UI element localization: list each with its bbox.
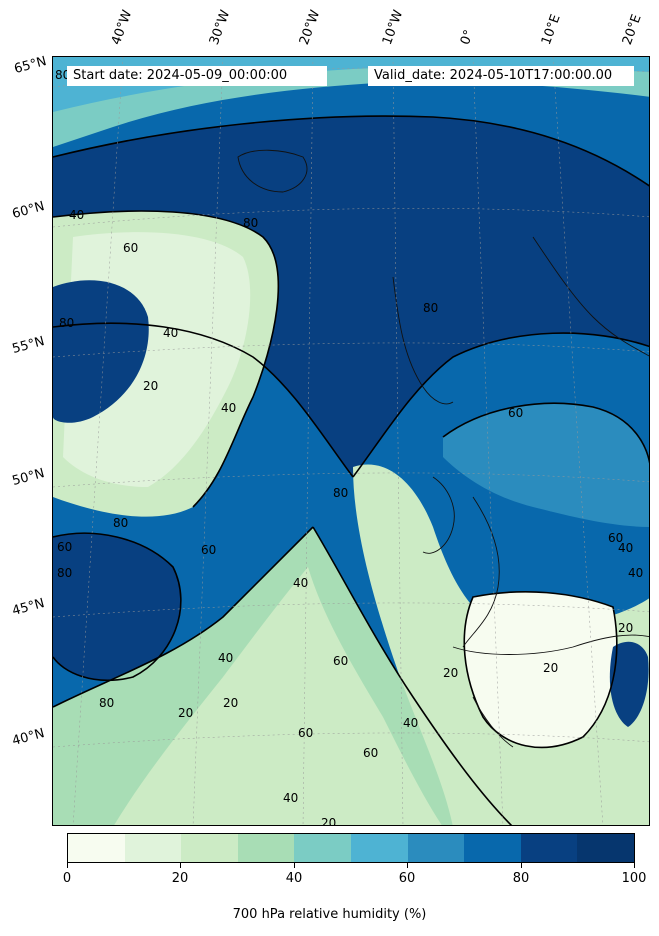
- contour-label-group: 80 40 80 40 60 80 40 20 80 60 80 60 40 2…: [55, 68, 643, 826]
- lat-label-40n: 40°N: [10, 726, 47, 749]
- contour-label: 80: [113, 516, 128, 530]
- contour-label: 20: [223, 696, 238, 710]
- lat-label-60n: 60°N: [10, 199, 47, 222]
- contour-label: 40: [403, 716, 418, 730]
- lat-label-50n: 50°N: [10, 466, 47, 489]
- lon-label-0: 0°: [457, 27, 478, 47]
- colorbar-segment: [181, 834, 238, 862]
- colorbar-tick-label: 100: [621, 871, 647, 886]
- colorbar-segment: [577, 834, 634, 862]
- contour-label: 20: [321, 816, 336, 826]
- colorbar-segment: [294, 834, 351, 862]
- contour-label: 60: [201, 543, 216, 557]
- colorbar-tick: [521, 863, 522, 868]
- lon-label-20e: 20°E: [619, 12, 645, 48]
- colorbar-tick: [67, 863, 68, 868]
- colorbar-tick-label: 40: [285, 871, 303, 886]
- contour-label: 60: [508, 406, 523, 420]
- humidity-fill-europe-dry-core: [464, 591, 617, 748]
- contour-label: 80: [99, 696, 114, 710]
- humidity-fill-mediterranean-cell: [609, 641, 649, 727]
- contour-label: 20: [443, 666, 458, 680]
- contour-label: 60: [298, 726, 313, 740]
- colorbar-tick: [180, 863, 181, 868]
- contour-label: 20: [618, 621, 633, 635]
- lon-label-20w: 20°W: [296, 8, 324, 47]
- valid-date-label: Valid_date: 2024-05-10T17:00:00.00: [368, 66, 634, 86]
- contour-label: 60: [123, 241, 138, 255]
- humidity-fill-southwest-blob: [53, 533, 181, 681]
- colorbar-title: 700 hPa relative humidity (%): [232, 907, 427, 922]
- colorbar-tick: [634, 863, 635, 868]
- contour-label: 80: [423, 301, 438, 315]
- contour-label: 40: [163, 326, 178, 340]
- contour-label: 80: [55, 68, 70, 82]
- contour-label: 40: [221, 401, 236, 415]
- lon-label-30w: 30°W: [206, 8, 234, 47]
- colorbar-tick-label: 60: [398, 871, 416, 886]
- contour-label: 80: [59, 316, 74, 330]
- colorbar-segment: [237, 834, 295, 862]
- humidity-contour-lines: [53, 115, 649, 825]
- contour-label: 60: [333, 654, 348, 668]
- contour-label: 40: [218, 651, 233, 665]
- contour-label: 40: [69, 208, 84, 222]
- humidity-map: 80 40 80 40 60 80 40 20 80 60 80 60 40 2…: [52, 56, 650, 826]
- graticule: [53, 57, 649, 825]
- humidity-fill-west-blob: [53, 280, 149, 423]
- contour-label: 40: [628, 566, 643, 580]
- contour-label: 20: [143, 379, 158, 393]
- contour-label: 40: [618, 541, 633, 555]
- contour-label: 40: [293, 576, 308, 590]
- colorbar-tick-label: 80: [512, 871, 530, 886]
- humidity-fill-south-dry: [114, 567, 442, 825]
- colorbar-segment: [124, 834, 182, 862]
- contour-label: 60: [363, 746, 378, 760]
- lon-label-40w: 40°W: [108, 8, 136, 47]
- contour-label: 80: [333, 486, 348, 500]
- contour-label: 20: [178, 706, 193, 720]
- colorbar-segment: [520, 834, 578, 862]
- colorbar-segment: [464, 834, 521, 862]
- contour-label: 20: [543, 661, 558, 675]
- contour-label: 60: [57, 540, 72, 554]
- colorbar-segment: [68, 834, 125, 862]
- contour-label: 80: [243, 216, 258, 230]
- lat-label-65n: 65°N: [12, 54, 49, 77]
- contour-label: 80: [57, 566, 72, 580]
- colorbar-segment: [350, 834, 408, 862]
- colorbar-segment: [407, 834, 465, 862]
- lon-label-10w: 10°W: [379, 8, 407, 47]
- humidity-fill-atlantic-core: [53, 116, 649, 477]
- contour-label: 40: [283, 791, 298, 805]
- colorbar-tick-label: 20: [171, 871, 189, 886]
- start-date-label: Start date: 2024-05-09_00:00:00: [67, 66, 327, 86]
- contour-label: 60: [608, 531, 623, 545]
- humidity-contour-field: 80 40 80 40 60 80 40 20 80 60 80 60 40 2…: [53, 57, 649, 826]
- colorbar-tick: [407, 863, 408, 868]
- humidity-fill-east-moist: [443, 403, 649, 527]
- colorbar-tick-label: 0: [62, 871, 72, 886]
- lat-label-45n: 45°N: [10, 596, 47, 619]
- colorbar-tick: [294, 863, 295, 868]
- colorbar: [67, 833, 635, 863]
- lat-label-55n: 55°N: [10, 334, 47, 357]
- coastlines: [237, 149, 649, 748]
- lon-label-10e: 10°E: [538, 12, 564, 48]
